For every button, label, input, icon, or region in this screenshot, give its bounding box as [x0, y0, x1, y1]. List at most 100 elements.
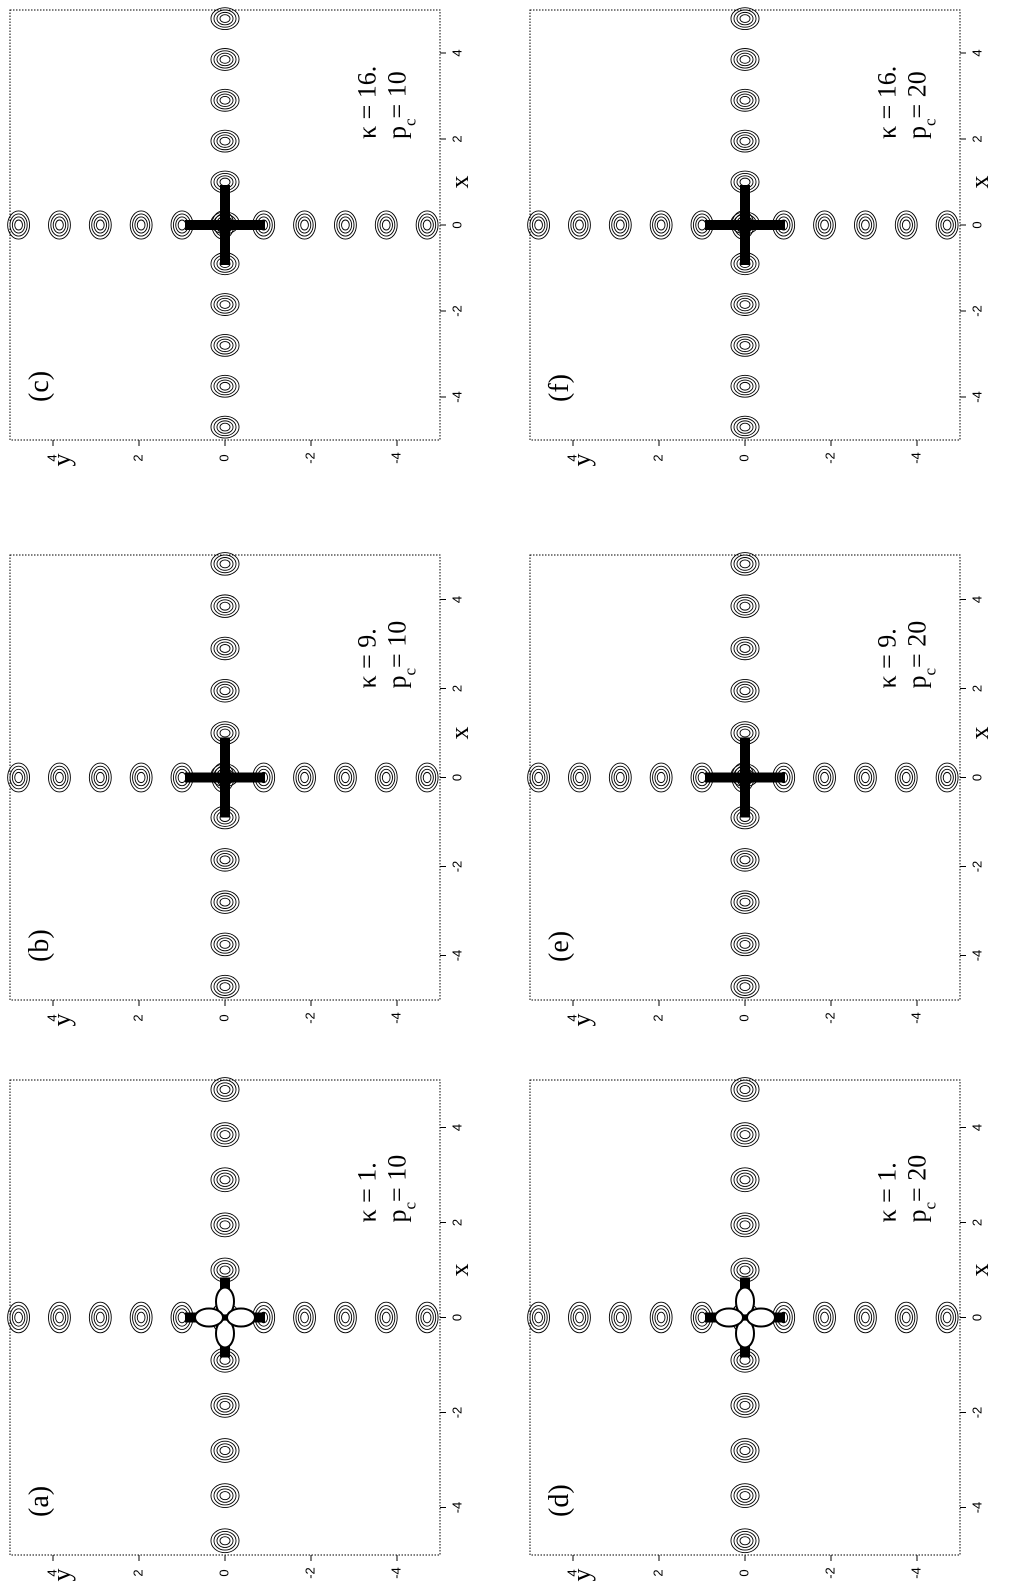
- contour-line: [739, 1265, 751, 1275]
- contour-line: [730, 974, 760, 999]
- contour-line: [942, 219, 952, 231]
- y-tick-label: -2: [302, 1012, 317, 1024]
- contour-line: [730, 890, 760, 914]
- contour-line: [219, 728, 231, 738]
- contour-line: [210, 552, 240, 576]
- contour-line: [940, 768, 954, 787]
- contour-line: [730, 1077, 760, 1102]
- contour-line: [649, 210, 673, 240]
- contour-line: [861, 1311, 870, 1324]
- contour-line: [379, 1308, 393, 1327]
- contour-line: [817, 1308, 832, 1327]
- contour-plot: [7, 552, 439, 999]
- y-tick-label: 0: [736, 454, 751, 461]
- contour-line: [733, 91, 757, 110]
- contour-line: [652, 765, 671, 790]
- contour-line: [856, 213, 875, 237]
- contour-line: [48, 762, 71, 793]
- contour-line: [177, 771, 187, 784]
- contour-line: [213, 1440, 237, 1461]
- y-tick-label: 2: [650, 1569, 665, 1576]
- x-tick-label: 0: [969, 774, 984, 781]
- contour-line: [177, 1311, 187, 1324]
- contour-plot: [527, 7, 959, 439]
- contour-line: [219, 644, 231, 653]
- y-tick-label: -4: [908, 1012, 923, 1024]
- contour-line: [736, 1262, 754, 1278]
- contour-line: [216, 641, 234, 656]
- contour-line: [736, 979, 754, 994]
- x-tick-label: 0: [449, 1314, 464, 1321]
- contour-line: [210, 594, 240, 618]
- contour-line: [733, 1215, 757, 1235]
- contour-line: [568, 762, 591, 793]
- central-lobe: [735, 1286, 755, 1317]
- contour-line: [213, 91, 237, 110]
- contour-line: [297, 1308, 312, 1327]
- contour-line: [11, 1308, 26, 1327]
- contour-line: [736, 726, 754, 740]
- central-lobe: [194, 1307, 224, 1328]
- contour-line: [656, 771, 666, 784]
- contour-line: [739, 1130, 751, 1140]
- contour-line: [575, 1311, 584, 1324]
- contour-line: [295, 765, 314, 790]
- x-axis-label: x: [965, 727, 994, 740]
- contour-line: [730, 1122, 760, 1148]
- contour-line: [527, 1301, 551, 1334]
- y-tick-label: 2: [130, 1569, 145, 1576]
- contour-line: [210, 974, 240, 999]
- contour-line: [129, 762, 153, 793]
- contour-line: [55, 1311, 64, 1324]
- contour-line: [531, 1308, 546, 1327]
- contour-line: [55, 771, 64, 784]
- x-tick-label: 2: [969, 135, 984, 142]
- y-tick-label: 4: [44, 454, 59, 461]
- contour-line: [733, 554, 757, 574]
- contour-line: [736, 599, 754, 614]
- contour-line: [219, 1265, 231, 1275]
- contour-line: [534, 1311, 543, 1324]
- center-cross: [185, 772, 265, 783]
- contour-line: [611, 1305, 630, 1330]
- contour-line: [50, 1305, 69, 1330]
- y-axis-label: y: [47, 1014, 76, 1027]
- contour-line: [213, 132, 237, 151]
- contour-line: [374, 210, 398, 240]
- contour-line: [219, 1400, 231, 1410]
- contour-line: [611, 765, 630, 790]
- contour-line: [219, 341, 231, 350]
- contour-line: [210, 293, 240, 316]
- contour-line: [897, 765, 916, 790]
- contour-line: [216, 11, 234, 26]
- contour-line: [213, 596, 237, 616]
- contour-line: [213, 554, 237, 574]
- contour-line: [213, 681, 237, 701]
- contour-line: [531, 768, 546, 787]
- y-tick-label: 4: [564, 454, 579, 461]
- contour-line: [213, 418, 237, 437]
- contour-line: [216, 979, 234, 994]
- center-cross: [185, 1312, 265, 1323]
- contour-line: [134, 1308, 148, 1327]
- contour-line: [527, 210, 551, 240]
- contour-line: [210, 7, 240, 31]
- contour-line: [219, 1130, 231, 1140]
- contour-line: [420, 216, 434, 234]
- x-tick-label: 2: [449, 135, 464, 142]
- contour-line: [656, 219, 666, 231]
- x-tick-label: 0: [969, 221, 984, 228]
- contour-line: [418, 765, 437, 790]
- contour-line: [529, 765, 548, 790]
- contour-line: [739, 300, 751, 309]
- contour-line: [216, 1533, 234, 1548]
- contour-line: [213, 295, 237, 314]
- contour-line: [736, 852, 754, 867]
- contour-line: [219, 559, 231, 569]
- center-cross: [705, 772, 785, 783]
- contour-line: [736, 338, 754, 353]
- contour-line: [7, 762, 31, 793]
- contour-line: [210, 636, 240, 661]
- contour-line: [415, 762, 439, 793]
- contour-line: [570, 765, 589, 790]
